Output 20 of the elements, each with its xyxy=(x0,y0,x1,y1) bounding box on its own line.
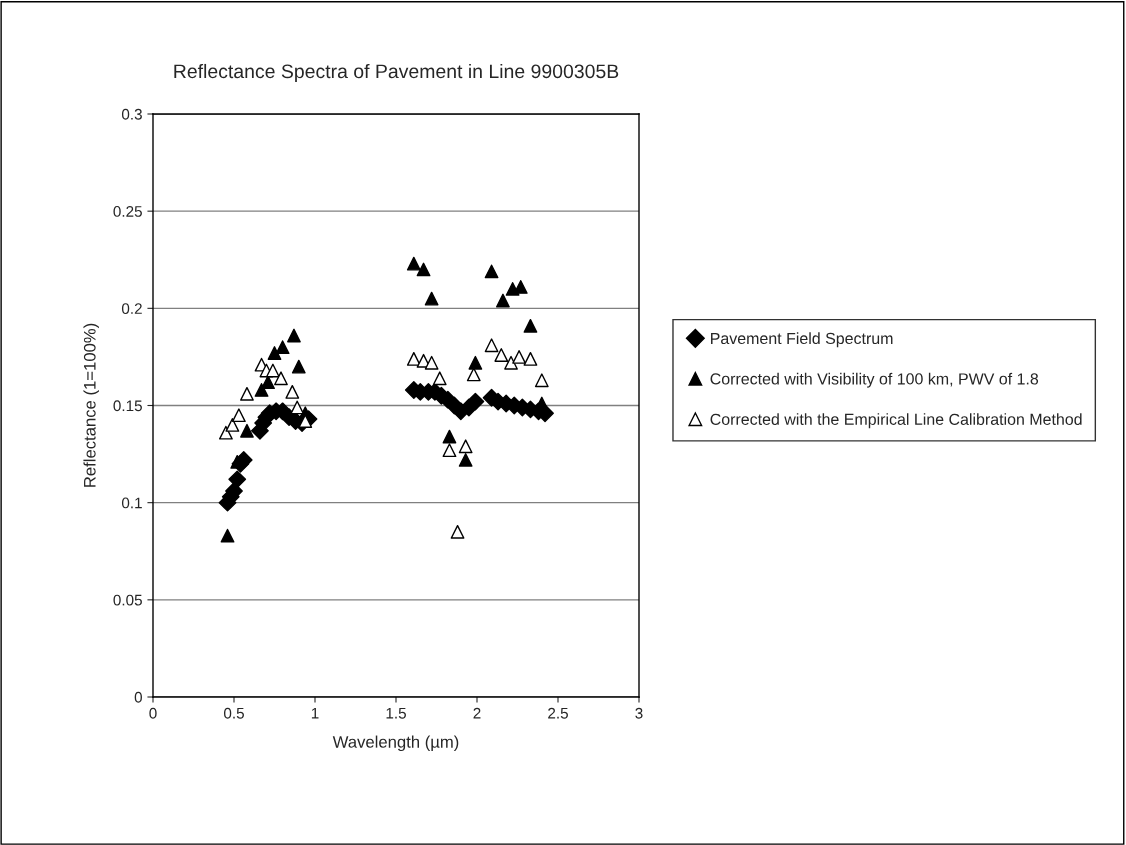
x-tick-label: 2 xyxy=(473,707,481,719)
legend-label: Corrected with Visibility of 100 km, PWV of 1.8 xyxy=(710,372,1039,388)
chart-title: Reflectance Spectra of Pavement in Line 9900305B xyxy=(174,63,619,83)
y-tick-label: 0 xyxy=(134,691,142,703)
y-tick-label: 0.25 xyxy=(113,206,142,217)
y-tick-label: 0.3 xyxy=(121,108,142,120)
y-tick-label: 0.2 xyxy=(121,303,142,315)
x-tick-label: 1 xyxy=(311,707,319,719)
legend-label: Corrected with the Empirical Line Calibration Method xyxy=(710,413,1082,429)
legend-label: Pavement Field Spectrum xyxy=(711,332,893,348)
x-axis-title: Wavelength (µm) xyxy=(332,735,459,752)
x-tick-label: 0.5 xyxy=(223,707,244,719)
y-tick-label: 0.1 xyxy=(121,497,142,509)
y-tick-label: 0.05 xyxy=(113,594,142,606)
y-tick-label: 0.15 xyxy=(113,400,142,412)
x-tick-label: 1.5 xyxy=(386,707,406,719)
y-axis-title: Reflectance (1=100%) xyxy=(83,323,99,487)
x-tick-label: 2.5 xyxy=(548,707,568,719)
x-tick-label: 3 xyxy=(635,707,643,719)
x-tick-label: 0 xyxy=(149,707,157,719)
